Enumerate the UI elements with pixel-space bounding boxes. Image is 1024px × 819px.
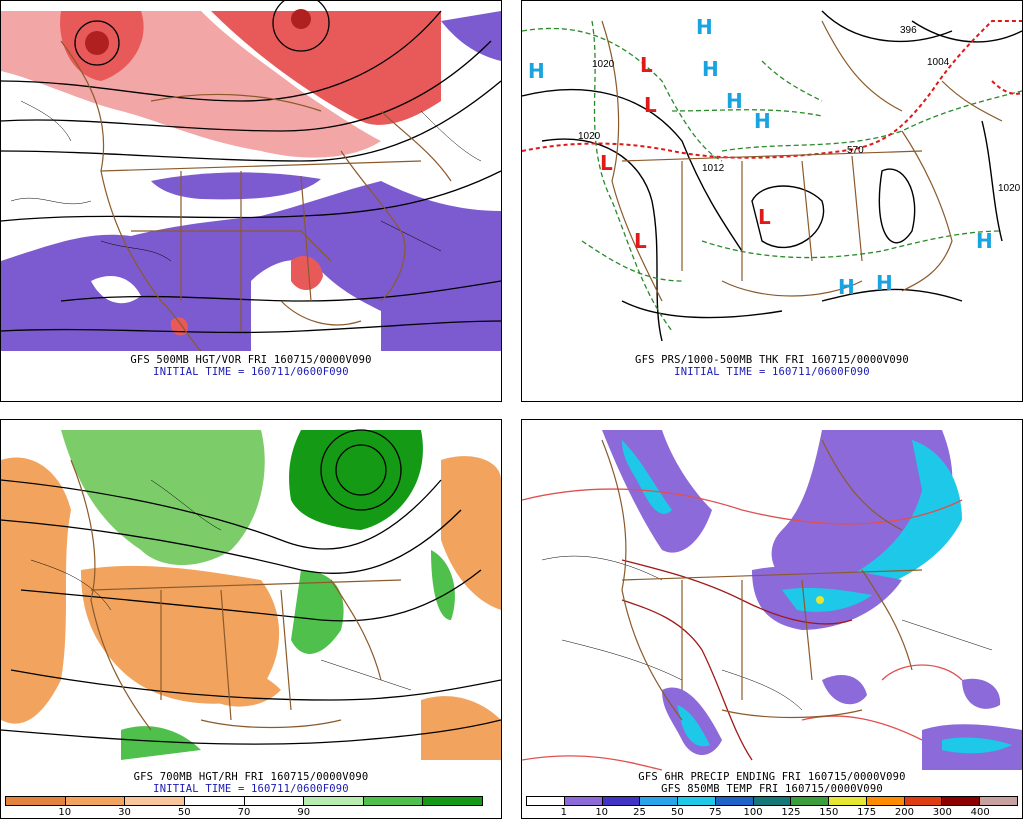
vorticity-map [1, 1, 501, 352]
svg-text:1012: 1012 [702, 163, 725, 174]
high-marker: H [838, 275, 855, 299]
colorbar-label: 10 [595, 807, 609, 818]
colorbar-swatch [65, 797, 126, 805]
vor-caption: GFS 500MB HGT/VOR FRI 160715/0000V090 IN… [1, 354, 501, 378]
svg-text:1020: 1020 [578, 131, 601, 142]
colorbar-label: 30 [118, 807, 131, 818]
rh-caption-init: INITIAL TIME = 160711/0600F090 [153, 783, 349, 795]
svg-text:1020: 1020 [998, 183, 1021, 194]
colorbar-label: 10 [58, 807, 72, 818]
high-marker: H [876, 271, 893, 295]
svg-text:1004: 1004 [927, 57, 950, 68]
colorbar-swatch [678, 797, 716, 805]
colorbar-label: 75 [708, 807, 722, 818]
colorbar-swatch [423, 797, 482, 805]
precip-colorbar: 1 10 25 50 75 100 125 150 175 200 300 400 [526, 796, 1018, 818]
colorbar-label: 150 [819, 807, 839, 818]
precip-caption: GFS 6HR PRECIP ENDING FRI 160715/0000V09… [522, 771, 1022, 795]
high-marker: H [696, 15, 713, 39]
colorbar-label: 50 [177, 807, 191, 818]
colorbar-label: 175 [857, 807, 877, 818]
colorbar-swatch [791, 797, 830, 805]
colorbar-label: 200 [894, 807, 914, 818]
high-marker: H [726, 89, 743, 113]
rh-caption: GFS 700MB HGT/RH FRI 160715/0000V090 INI… [1, 771, 501, 795]
colorbar-swatch [829, 797, 867, 805]
colorbar-label: 50 [671, 807, 684, 818]
rh-colorbar-labels: 10 30 50 70 90 [5, 806, 483, 818]
colorbar-swatch [6, 797, 66, 805]
low-marker: L [644, 93, 657, 117]
colorbar-label: 90 [297, 807, 311, 818]
colorbar-swatch [125, 797, 185, 805]
precip-map [522, 430, 1022, 771]
colorbar-swatch [942, 797, 981, 805]
panel-precip-850temp: GFS 6HR PRECIP ENDING FRI 160715/0000V09… [521, 419, 1023, 819]
precip-caption-temp: GFS 850MB TEMP FRI 160715/0000V090 [661, 783, 883, 795]
precip-caption-title: GFS 6HR PRECIP ENDING FRI 160715/0000V09… [638, 771, 906, 783]
prs-caption-title: GFS PRS/1000-500MB THK FRI 160715/0000V0… [635, 354, 909, 366]
svg-text:396: 396 [900, 25, 917, 36]
colorbar-label: 400 [970, 807, 990, 818]
rh-colorbar: 10 30 50 70 90 [5, 796, 483, 818]
colorbar-label: 1 [560, 807, 568, 818]
low-marker: L [600, 151, 613, 175]
colorbar-swatch [866, 797, 905, 805]
rh-colorbar-swatches [5, 796, 483, 806]
vor-caption-init: INITIAL TIME = 160711/0600F090 [153, 366, 349, 378]
colorbar-swatch [564, 797, 603, 805]
prs-caption-init: INITIAL TIME = 160711/0600F090 [674, 366, 870, 378]
low-marker: L [758, 205, 771, 229]
colorbar-swatch [184, 797, 245, 805]
panel-700mb-rh: GFS 700MB HGT/RH FRI 160715/0000V090 INI… [0, 419, 502, 819]
colorbar-label: 100 [743, 807, 763, 818]
colorbar-swatch [602, 797, 641, 805]
colorbar-swatch [904, 797, 943, 805]
prs-caption: GFS PRS/1000-500MB THK FRI 160715/0000V0… [522, 354, 1022, 378]
high-marker: H [754, 109, 771, 133]
colorbar-swatch [980, 797, 1017, 805]
rh-map [1, 429, 501, 760]
pressure-map: 1020 1020 1012 1020 396 1004 570 [522, 10, 1022, 342]
precip-colorbar-labels: 1 10 25 50 75 100 125 150 175 200 300 400 [526, 806, 1018, 818]
rh-caption-title: GFS 700MB HGT/RH FRI 160715/0000V090 [133, 771, 369, 783]
vor-caption-title: GFS 500MB HGT/VOR FRI 160715/0000V090 [130, 354, 372, 366]
colorbar-swatch [244, 797, 305, 805]
svg-text:570: 570 [847, 145, 864, 156]
panel-pressure-thickness: 1020 1020 1012 1020 396 1004 570 H H H H… [521, 0, 1023, 402]
colorbar-swatch [363, 797, 424, 805]
colorbar-label: 125 [781, 807, 801, 818]
colorbar-label: 70 [237, 807, 251, 818]
colorbar-swatch [753, 797, 792, 805]
colorbar-swatch [304, 797, 364, 805]
high-marker: H [976, 229, 993, 253]
high-marker: H [528, 59, 545, 83]
low-marker: L [640, 53, 653, 77]
colorbar-swatch [715, 797, 754, 805]
svg-text:1020: 1020 [592, 59, 615, 70]
panel-500mb-vorticity: GFS 500MB HGT/VOR FRI 160715/0000V090 IN… [0, 0, 502, 402]
low-marker: L [634, 229, 647, 253]
high-marker: H [702, 57, 719, 81]
colorbar-label: 300 [932, 807, 952, 818]
precip-colorbar-swatches [526, 796, 1018, 806]
colorbar-swatch [527, 797, 565, 805]
colorbar-swatch [640, 797, 679, 805]
colorbar-label: 25 [633, 807, 646, 818]
